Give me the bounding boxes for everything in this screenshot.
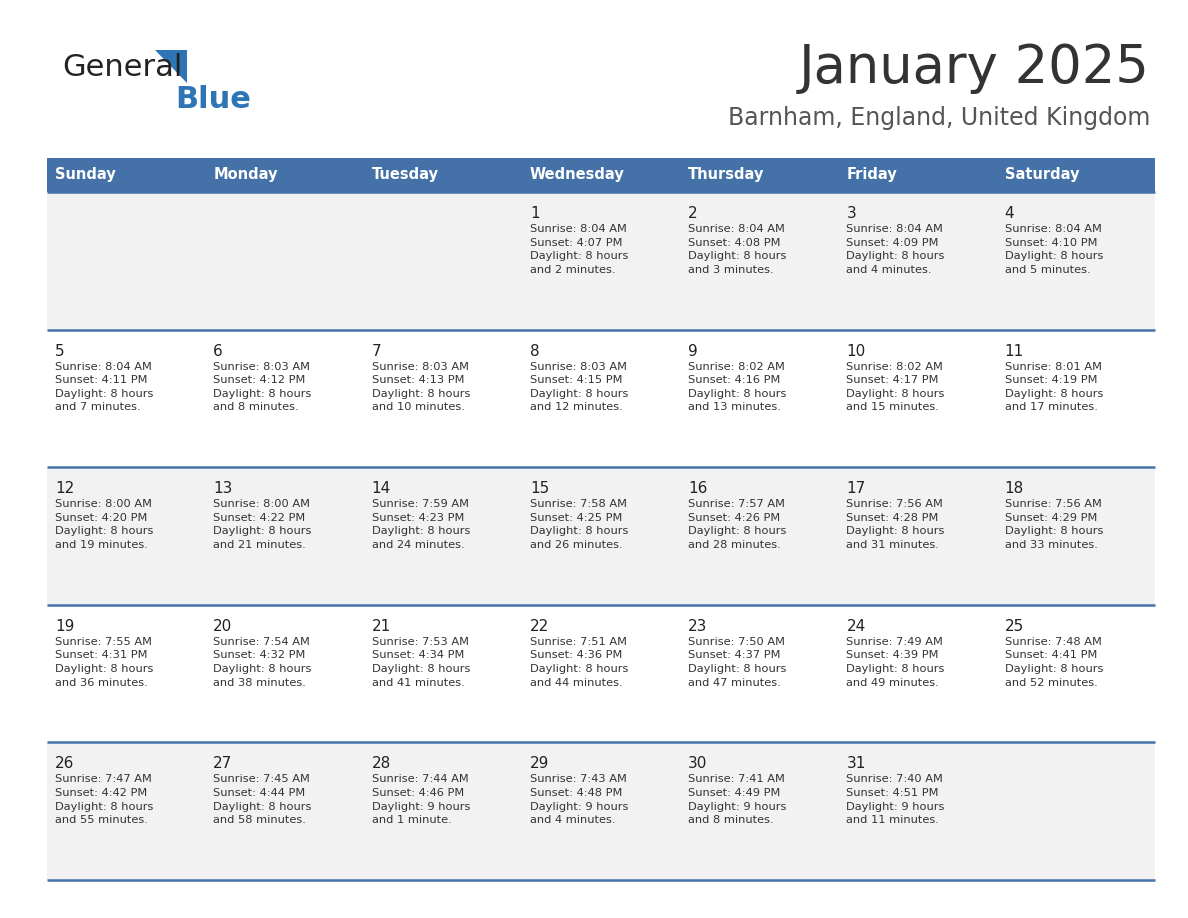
Text: Sunrise: 7:50 AM
Sunset: 4:37 PM
Daylight: 8 hours
and 47 minutes.: Sunrise: 7:50 AM Sunset: 4:37 PM Dayligh…	[688, 637, 786, 688]
Text: Friday: Friday	[846, 167, 897, 183]
Text: Sunrise: 8:02 AM
Sunset: 4:16 PM
Daylight: 8 hours
and 13 minutes.: Sunrise: 8:02 AM Sunset: 4:16 PM Dayligh…	[688, 362, 786, 412]
Text: 19: 19	[55, 619, 75, 633]
Text: Sunrise: 8:01 AM
Sunset: 4:19 PM
Daylight: 8 hours
and 17 minutes.: Sunrise: 8:01 AM Sunset: 4:19 PM Dayligh…	[1005, 362, 1104, 412]
Text: 31: 31	[846, 756, 866, 771]
Text: 23: 23	[688, 619, 708, 633]
Text: 9: 9	[688, 343, 697, 359]
Text: 2: 2	[688, 206, 697, 221]
Text: Sunrise: 7:51 AM
Sunset: 4:36 PM
Daylight: 8 hours
and 44 minutes.: Sunrise: 7:51 AM Sunset: 4:36 PM Dayligh…	[530, 637, 628, 688]
Text: Sunrise: 8:03 AM
Sunset: 4:12 PM
Daylight: 8 hours
and 8 minutes.: Sunrise: 8:03 AM Sunset: 4:12 PM Dayligh…	[214, 362, 311, 412]
Text: 20: 20	[214, 619, 233, 633]
Text: Sunrise: 8:04 AM
Sunset: 4:10 PM
Daylight: 8 hours
and 5 minutes.: Sunrise: 8:04 AM Sunset: 4:10 PM Dayligh…	[1005, 224, 1104, 274]
Text: Sunrise: 7:44 AM
Sunset: 4:46 PM
Daylight: 9 hours
and 1 minute.: Sunrise: 7:44 AM Sunset: 4:46 PM Dayligh…	[372, 775, 470, 825]
Text: 25: 25	[1005, 619, 1024, 633]
Text: 27: 27	[214, 756, 233, 771]
Text: Monday: Monday	[214, 167, 278, 183]
Text: Barnham, England, United Kingdom: Barnham, England, United Kingdom	[727, 106, 1150, 130]
Text: Thursday: Thursday	[688, 167, 765, 183]
Text: 11: 11	[1005, 343, 1024, 359]
Text: Sunrise: 7:41 AM
Sunset: 4:49 PM
Daylight: 9 hours
and 8 minutes.: Sunrise: 7:41 AM Sunset: 4:49 PM Dayligh…	[688, 775, 786, 825]
Text: 28: 28	[372, 756, 391, 771]
Bar	[681, 158, 839, 192]
Polygon shape	[154, 50, 187, 83]
Text: Sunrise: 7:53 AM
Sunset: 4:34 PM
Daylight: 8 hours
and 41 minutes.: Sunrise: 7:53 AM Sunset: 4:34 PM Dayligh…	[372, 637, 470, 688]
Bar	[48, 467, 1155, 605]
Text: Wednesday: Wednesday	[530, 167, 625, 183]
Text: 21: 21	[372, 619, 391, 633]
Text: 26: 26	[55, 756, 75, 771]
Text: 16: 16	[688, 481, 708, 497]
Text: Sunrise: 8:03 AM
Sunset: 4:15 PM
Daylight: 8 hours
and 12 minutes.: Sunrise: 8:03 AM Sunset: 4:15 PM Dayligh…	[530, 362, 628, 412]
Text: Sunrise: 8:04 AM
Sunset: 4:09 PM
Daylight: 8 hours
and 4 minutes.: Sunrise: 8:04 AM Sunset: 4:09 PM Dayligh…	[846, 224, 944, 274]
Text: 8: 8	[530, 343, 539, 359]
Text: 12: 12	[55, 481, 74, 497]
Text: 14: 14	[372, 481, 391, 497]
Text: January 2025: January 2025	[800, 42, 1150, 94]
Text: 1: 1	[530, 206, 539, 221]
Bar	[364, 158, 522, 192]
Text: 7: 7	[372, 343, 381, 359]
Text: Sunrise: 8:03 AM
Sunset: 4:13 PM
Daylight: 8 hours
and 10 minutes.: Sunrise: 8:03 AM Sunset: 4:13 PM Dayligh…	[372, 362, 470, 412]
Text: 24: 24	[846, 619, 866, 633]
Text: Sunrise: 7:58 AM
Sunset: 4:25 PM
Daylight: 8 hours
and 26 minutes.: Sunrise: 7:58 AM Sunset: 4:25 PM Dayligh…	[530, 499, 628, 550]
Text: 15: 15	[530, 481, 549, 497]
Text: 17: 17	[846, 481, 866, 497]
Text: Sunday: Sunday	[55, 167, 115, 183]
Text: Sunrise: 8:00 AM
Sunset: 4:20 PM
Daylight: 8 hours
and 19 minutes.: Sunrise: 8:00 AM Sunset: 4:20 PM Dayligh…	[55, 499, 153, 550]
Text: Sunrise: 7:55 AM
Sunset: 4:31 PM
Daylight: 8 hours
and 36 minutes.: Sunrise: 7:55 AM Sunset: 4:31 PM Dayligh…	[55, 637, 153, 688]
Text: Sunrise: 8:00 AM
Sunset: 4:22 PM
Daylight: 8 hours
and 21 minutes.: Sunrise: 8:00 AM Sunset: 4:22 PM Dayligh…	[214, 499, 311, 550]
Text: Sunrise: 8:04 AM
Sunset: 4:08 PM
Daylight: 8 hours
and 3 minutes.: Sunrise: 8:04 AM Sunset: 4:08 PM Dayligh…	[688, 224, 786, 274]
Text: Blue: Blue	[175, 85, 251, 115]
Bar	[48, 605, 1155, 743]
Text: 10: 10	[846, 343, 866, 359]
Text: Sunrise: 7:43 AM
Sunset: 4:48 PM
Daylight: 9 hours
and 4 minutes.: Sunrise: 7:43 AM Sunset: 4:48 PM Dayligh…	[530, 775, 628, 825]
Bar	[839, 158, 997, 192]
Bar	[206, 158, 364, 192]
Text: Sunrise: 7:45 AM
Sunset: 4:44 PM
Daylight: 8 hours
and 58 minutes.: Sunrise: 7:45 AM Sunset: 4:44 PM Dayligh…	[214, 775, 311, 825]
Text: Sunrise: 7:57 AM
Sunset: 4:26 PM
Daylight: 8 hours
and 28 minutes.: Sunrise: 7:57 AM Sunset: 4:26 PM Dayligh…	[688, 499, 786, 550]
Text: 18: 18	[1005, 481, 1024, 497]
Text: 30: 30	[688, 756, 708, 771]
Text: Sunrise: 7:47 AM
Sunset: 4:42 PM
Daylight: 8 hours
and 55 minutes.: Sunrise: 7:47 AM Sunset: 4:42 PM Dayligh…	[55, 775, 153, 825]
Bar	[48, 330, 1155, 467]
Bar	[48, 158, 206, 192]
Bar	[997, 158, 1155, 192]
Text: Sunrise: 7:49 AM
Sunset: 4:39 PM
Daylight: 8 hours
and 49 minutes.: Sunrise: 7:49 AM Sunset: 4:39 PM Dayligh…	[846, 637, 944, 688]
Text: Sunrise: 7:56 AM
Sunset: 4:29 PM
Daylight: 8 hours
and 33 minutes.: Sunrise: 7:56 AM Sunset: 4:29 PM Dayligh…	[1005, 499, 1104, 550]
Text: 22: 22	[530, 619, 549, 633]
Text: General: General	[62, 53, 183, 83]
Text: Sunrise: 7:54 AM
Sunset: 4:32 PM
Daylight: 8 hours
and 38 minutes.: Sunrise: 7:54 AM Sunset: 4:32 PM Dayligh…	[214, 637, 311, 688]
Bar	[48, 192, 1155, 330]
Text: 13: 13	[214, 481, 233, 497]
Bar	[522, 158, 681, 192]
Text: Sunrise: 7:48 AM
Sunset: 4:41 PM
Daylight: 8 hours
and 52 minutes.: Sunrise: 7:48 AM Sunset: 4:41 PM Dayligh…	[1005, 637, 1104, 688]
Text: Sunrise: 8:04 AM
Sunset: 4:11 PM
Daylight: 8 hours
and 7 minutes.: Sunrise: 8:04 AM Sunset: 4:11 PM Dayligh…	[55, 362, 153, 412]
Text: 4: 4	[1005, 206, 1015, 221]
Text: 29: 29	[530, 756, 549, 771]
Text: Sunrise: 8:04 AM
Sunset: 4:07 PM
Daylight: 8 hours
and 2 minutes.: Sunrise: 8:04 AM Sunset: 4:07 PM Dayligh…	[530, 224, 628, 274]
Text: Tuesday: Tuesday	[372, 167, 438, 183]
Text: 5: 5	[55, 343, 64, 359]
Text: Sunrise: 8:02 AM
Sunset: 4:17 PM
Daylight: 8 hours
and 15 minutes.: Sunrise: 8:02 AM Sunset: 4:17 PM Dayligh…	[846, 362, 944, 412]
Text: Sunrise: 7:40 AM
Sunset: 4:51 PM
Daylight: 9 hours
and 11 minutes.: Sunrise: 7:40 AM Sunset: 4:51 PM Dayligh…	[846, 775, 944, 825]
Text: Sunrise: 7:56 AM
Sunset: 4:28 PM
Daylight: 8 hours
and 31 minutes.: Sunrise: 7:56 AM Sunset: 4:28 PM Dayligh…	[846, 499, 944, 550]
Text: Sunrise: 7:59 AM
Sunset: 4:23 PM
Daylight: 8 hours
and 24 minutes.: Sunrise: 7:59 AM Sunset: 4:23 PM Dayligh…	[372, 499, 470, 550]
Bar	[48, 743, 1155, 880]
Text: 6: 6	[214, 343, 223, 359]
Text: Saturday: Saturday	[1005, 167, 1079, 183]
Text: 3: 3	[846, 206, 857, 221]
